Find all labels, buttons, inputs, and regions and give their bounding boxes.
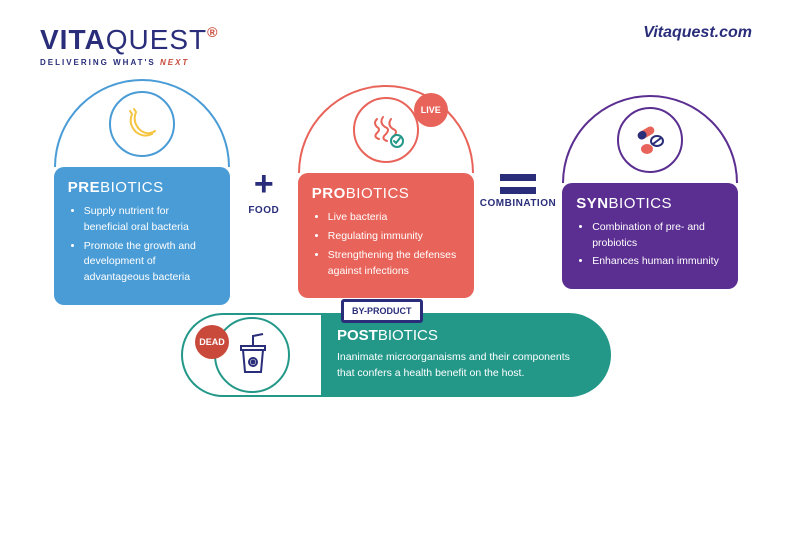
pills-icon bbox=[617, 107, 683, 173]
postbiotics-title: POSTBIOTICS bbox=[337, 327, 589, 344]
postbiotics-card: BY-PRODUCT DEAD POSTBIOTICS Inanimate mi… bbox=[181, 313, 611, 398]
probiotics-arch: LIVE bbox=[298, 85, 474, 173]
prebiotics-card: PREBIOTICS Supply nutrient for beneficia… bbox=[54, 79, 230, 305]
synbiotics-body: SYNBIOTICS Combination of pre- and probi… bbox=[562, 183, 738, 289]
list-item: Supply nutrient for beneficial oral bact… bbox=[84, 204, 216, 236]
tagline-next: NEXT bbox=[160, 58, 189, 67]
prebiotics-arch bbox=[54, 79, 230, 167]
synbiotics-bullets: Combination of pre- and probiotics Enhan… bbox=[576, 220, 724, 270]
tagline-prefix: DELIVERING WHAT'S bbox=[40, 58, 160, 67]
logo-wordmark: VITAQUEST® bbox=[40, 24, 219, 56]
plus-connector: + FOOD bbox=[236, 167, 292, 216]
probiotics-card: LIVE PROBIOTICS Live bacteria Regulating… bbox=[298, 85, 474, 298]
prebiotics-bullets: Supply nutrient for beneficial oral bact… bbox=[68, 204, 216, 286]
list-item: Combination of pre- and probiotics bbox=[592, 220, 724, 252]
dead-badge: DEAD bbox=[195, 325, 229, 359]
probiotics-title: PROBIOTICS bbox=[312, 185, 460, 202]
synbiotics-arch bbox=[562, 95, 738, 183]
live-badge: LIVE bbox=[414, 93, 448, 127]
infographic-container: VITAQUEST® DELIVERING WHAT'S NEXT Vitaqu… bbox=[0, 0, 792, 541]
bottom-row: BY-PRODUCT DEAD POSTBIOTICS Inanimate mi… bbox=[40, 313, 752, 398]
logo-quest-text: QUEST bbox=[106, 24, 207, 55]
gut-icon bbox=[353, 97, 419, 163]
list-item: Promote the growth and development of ad… bbox=[84, 239, 216, 286]
logo-vita-text: VITA bbox=[40, 24, 106, 55]
synbiotics-title: SYNBIOTICS bbox=[576, 195, 724, 212]
logo-tagline: DELIVERING WHAT'S NEXT bbox=[40, 58, 219, 67]
list-item: Live bacteria bbox=[328, 210, 460, 226]
site-url: Vitaquest.com bbox=[643, 24, 752, 42]
list-item: Enhances human immunity bbox=[592, 254, 724, 270]
list-item: Regulating immunity bbox=[328, 229, 460, 245]
postbiotics-description: Inanimate microorganaisms and their comp… bbox=[337, 350, 589, 382]
yogurt-icon bbox=[214, 317, 290, 393]
probiotics-body: PROBIOTICS Live bacteria Regulating immu… bbox=[298, 173, 474, 298]
registered-mark: ® bbox=[207, 24, 218, 40]
equals-connector: COMBINATION bbox=[480, 174, 556, 209]
prebiotics-title: PREBIOTICS bbox=[68, 179, 216, 196]
top-row: PREBIOTICS Supply nutrient for beneficia… bbox=[40, 79, 752, 305]
synbiotics-card: SYNBIOTICS Combination of pre- and probi… bbox=[562, 95, 738, 289]
postbiotics-icon-area: DEAD bbox=[181, 313, 321, 398]
postbiotics-body: POSTBIOTICS Inanimate microorganaisms an… bbox=[321, 313, 611, 398]
equals-icon bbox=[500, 174, 536, 194]
logo: VITAQUEST® DELIVERING WHAT'S NEXT bbox=[40, 24, 219, 67]
header: VITAQUEST® DELIVERING WHAT'S NEXT Vitaqu… bbox=[40, 24, 752, 67]
equals-label: COMBINATION bbox=[480, 198, 556, 209]
plus-icon: + bbox=[254, 167, 274, 201]
list-item: Strengthening the defenses against infec… bbox=[328, 248, 460, 280]
byproduct-badge: BY-PRODUCT bbox=[341, 299, 423, 323]
probiotics-bullets: Live bacteria Regulating immunity Streng… bbox=[312, 210, 460, 279]
prebiotics-body: PREBIOTICS Supply nutrient for beneficia… bbox=[54, 167, 230, 305]
plus-label: FOOD bbox=[248, 205, 279, 216]
banana-icon bbox=[109, 91, 175, 157]
